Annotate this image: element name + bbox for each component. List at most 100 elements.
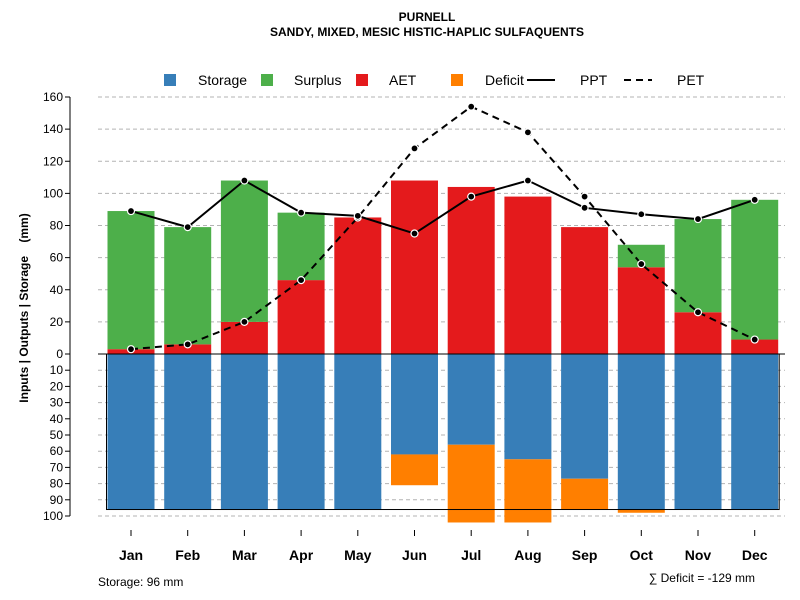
y-tick-label: 10 xyxy=(50,363,64,377)
bars xyxy=(107,180,779,523)
storage-bar xyxy=(334,354,382,510)
pet-point xyxy=(410,144,419,153)
y-tick-label: 60 xyxy=(50,444,64,458)
legend-label: Deficit xyxy=(485,72,524,88)
aet-bar xyxy=(504,196,552,354)
x-tick-label: Oct xyxy=(630,547,654,563)
surplus-bar xyxy=(277,212,325,281)
deficit-bar xyxy=(391,454,438,486)
storage-bar xyxy=(504,354,552,460)
ppt-point xyxy=(240,176,249,185)
gridlines xyxy=(98,96,785,517)
storage-bar xyxy=(447,354,495,445)
y-tick-label: 100 xyxy=(43,186,63,200)
pet-point xyxy=(183,340,192,349)
ppt-point xyxy=(750,195,759,204)
ppt-point xyxy=(183,223,192,232)
storage-bar xyxy=(391,354,438,455)
pet-point xyxy=(523,128,533,137)
x-tick-label: Jan xyxy=(119,547,143,563)
aet-bar xyxy=(561,227,609,354)
legend-swatch xyxy=(261,74,273,86)
storage-bar xyxy=(731,354,779,510)
legend-label: Surplus xyxy=(294,72,341,88)
axes: 160 140 120 100 80 60 40 20 0 10 20 30 40 50 60 70 80 90 1… xyxy=(43,90,768,563)
x-tick-label: Nov xyxy=(685,547,712,563)
pet-point xyxy=(637,259,646,269)
lines xyxy=(98,102,785,511)
ppt-point xyxy=(410,229,419,238)
pet-point xyxy=(467,102,476,111)
surplus-bar xyxy=(674,219,722,313)
ppt-line xyxy=(130,179,756,235)
storage-note: Storage: 96 mm xyxy=(98,575,183,589)
chart-subtitle: SANDY, MIXED, MESIC HISTIC-HAPLIC SULFAQ… xyxy=(270,25,584,39)
storage-bar xyxy=(617,354,665,510)
aet-bar xyxy=(391,180,438,354)
legend-label: PPT xyxy=(580,72,608,88)
x-tick-label: Jul xyxy=(461,547,481,563)
y-tick-label: 40 xyxy=(50,412,64,426)
pet-point xyxy=(240,317,249,326)
y-tick-label: 20 xyxy=(50,315,64,329)
ppt-point xyxy=(126,206,136,216)
x-tick-label: Feb xyxy=(175,547,200,563)
y-tick-label: 50 xyxy=(50,428,64,442)
surplus-bar xyxy=(164,227,212,345)
surplus-bar xyxy=(220,180,268,322)
storage-bar xyxy=(674,354,722,510)
aet-bar xyxy=(447,186,495,354)
y-tick-label: 70 xyxy=(50,460,64,474)
y-tick-label: 100 xyxy=(43,509,63,523)
ppt-point xyxy=(637,210,646,219)
y-tick-label: 40 xyxy=(50,283,64,297)
legend: Storage Surplus AET Deficit PPT PET xyxy=(164,72,705,88)
legend-label: Storage xyxy=(198,72,247,88)
pet-point xyxy=(693,308,703,317)
surplus-bar xyxy=(731,199,779,340)
ppt-point xyxy=(297,208,306,217)
deficit-bar xyxy=(561,478,609,510)
aet-bar xyxy=(731,339,779,354)
x-tick-label: Aug xyxy=(514,547,541,563)
legend-swatch xyxy=(356,74,368,86)
ppt-point xyxy=(580,203,589,212)
aet-bar xyxy=(674,312,722,354)
y-tick-label: 20 xyxy=(50,379,64,393)
chart-title: PURNELL xyxy=(399,10,456,24)
deficit-bar xyxy=(447,444,495,523)
storage-bar xyxy=(220,354,268,510)
y-tick-label: 120 xyxy=(43,154,63,168)
legend-label: AET xyxy=(389,72,417,88)
pet-point xyxy=(580,192,589,201)
pet-point xyxy=(750,335,759,344)
ppt-point xyxy=(467,192,476,201)
deficit-bar xyxy=(504,459,552,523)
y-tick-label: 80 xyxy=(50,477,64,491)
x-tick-label: Dec xyxy=(742,547,768,563)
x-tick-label: Mar xyxy=(232,547,257,563)
deficit-note: ∑ Deficit = -129 mm xyxy=(649,571,755,585)
aet-bar xyxy=(220,321,268,354)
ppt-point xyxy=(693,214,703,224)
pet-point xyxy=(297,276,306,285)
pet-point xyxy=(126,345,136,354)
aet-bar xyxy=(334,217,382,354)
x-tick-label: Jun xyxy=(402,547,427,563)
x-tick-label: Sep xyxy=(572,547,598,563)
y-tick-label: 60 xyxy=(50,251,64,265)
x-tick-label: Apr xyxy=(289,547,314,563)
aet-bar xyxy=(164,344,212,354)
storage-bar xyxy=(561,354,609,479)
x-tick-label: May xyxy=(344,547,371,563)
y-tick-label: 140 xyxy=(43,122,63,136)
deficit-bar xyxy=(617,509,665,513)
ppt-point xyxy=(523,176,533,185)
pet-line xyxy=(130,105,756,351)
storage-bar xyxy=(164,354,212,510)
y-tick-label: 0 xyxy=(56,347,63,361)
storage-bar xyxy=(107,354,155,510)
y-axis-label: Inputs | Outputs | Storage (mm) xyxy=(17,213,31,402)
storage-bar xyxy=(277,354,325,510)
